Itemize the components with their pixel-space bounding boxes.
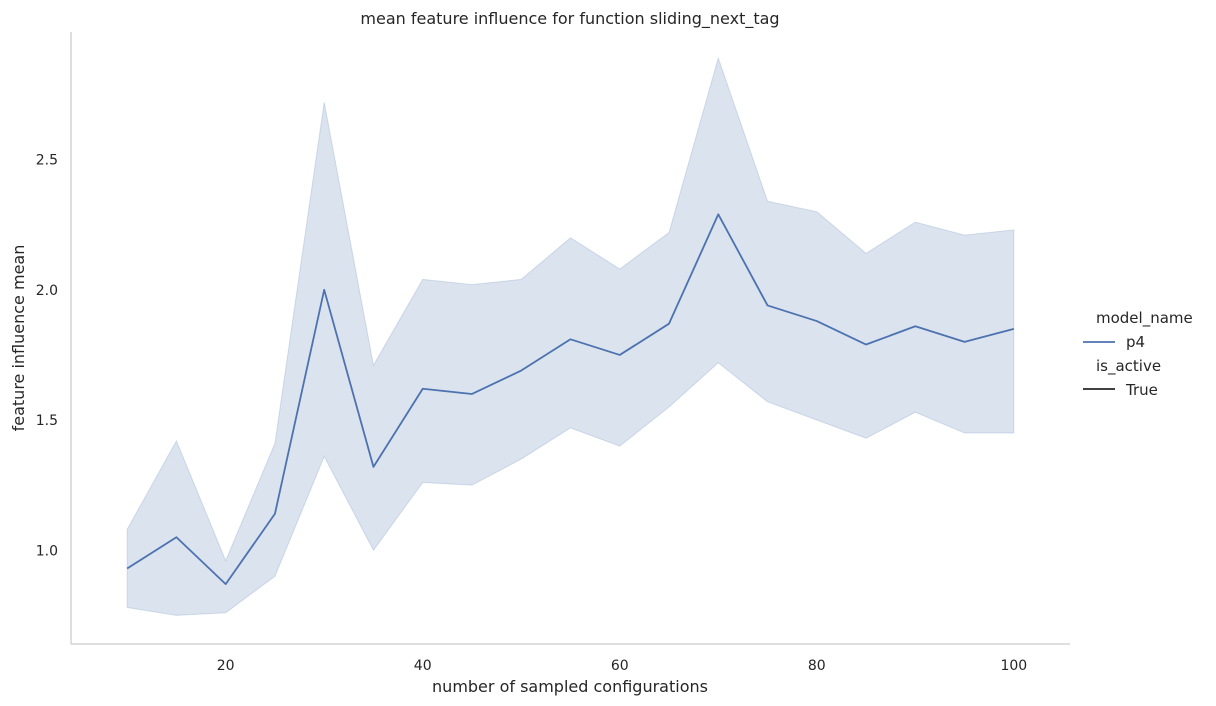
legend-label-true: True <box>1125 381 1158 399</box>
y-tick-label: 2.0 <box>36 283 58 299</box>
y-tick-label: 1.0 <box>36 543 58 559</box>
x-tick-label: 60 <box>611 658 629 674</box>
y-ticks: 1.0 1.5 2.0 2.5 <box>36 153 58 560</box>
legend-hue-title: model_name <box>1096 309 1193 328</box>
x-tick-label: 80 <box>808 658 826 674</box>
y-axis-label: feature influence mean <box>9 245 28 432</box>
x-tick-label: 40 <box>414 658 432 674</box>
x-tick-label: 20 <box>217 658 235 674</box>
y-tick-label: 2.5 <box>36 153 58 169</box>
legend-label-p4: p4 <box>1126 333 1145 351</box>
x-axis-label: number of sampled configurations <box>432 677 708 696</box>
x-ticks: 20 40 60 80 100 <box>217 658 1027 674</box>
legend-style-title: is_active <box>1096 357 1161 376</box>
legend: model_name p4 is_active True <box>1083 309 1193 399</box>
y-tick-label: 1.5 <box>36 413 58 429</box>
series-line-p4 <box>126 213 1015 585</box>
confidence-band-p4 <box>126 56 1015 616</box>
plot-area <box>126 56 1015 616</box>
chart-title: mean feature influence for function slid… <box>360 9 779 29</box>
x-tick-label: 100 <box>1000 658 1027 674</box>
